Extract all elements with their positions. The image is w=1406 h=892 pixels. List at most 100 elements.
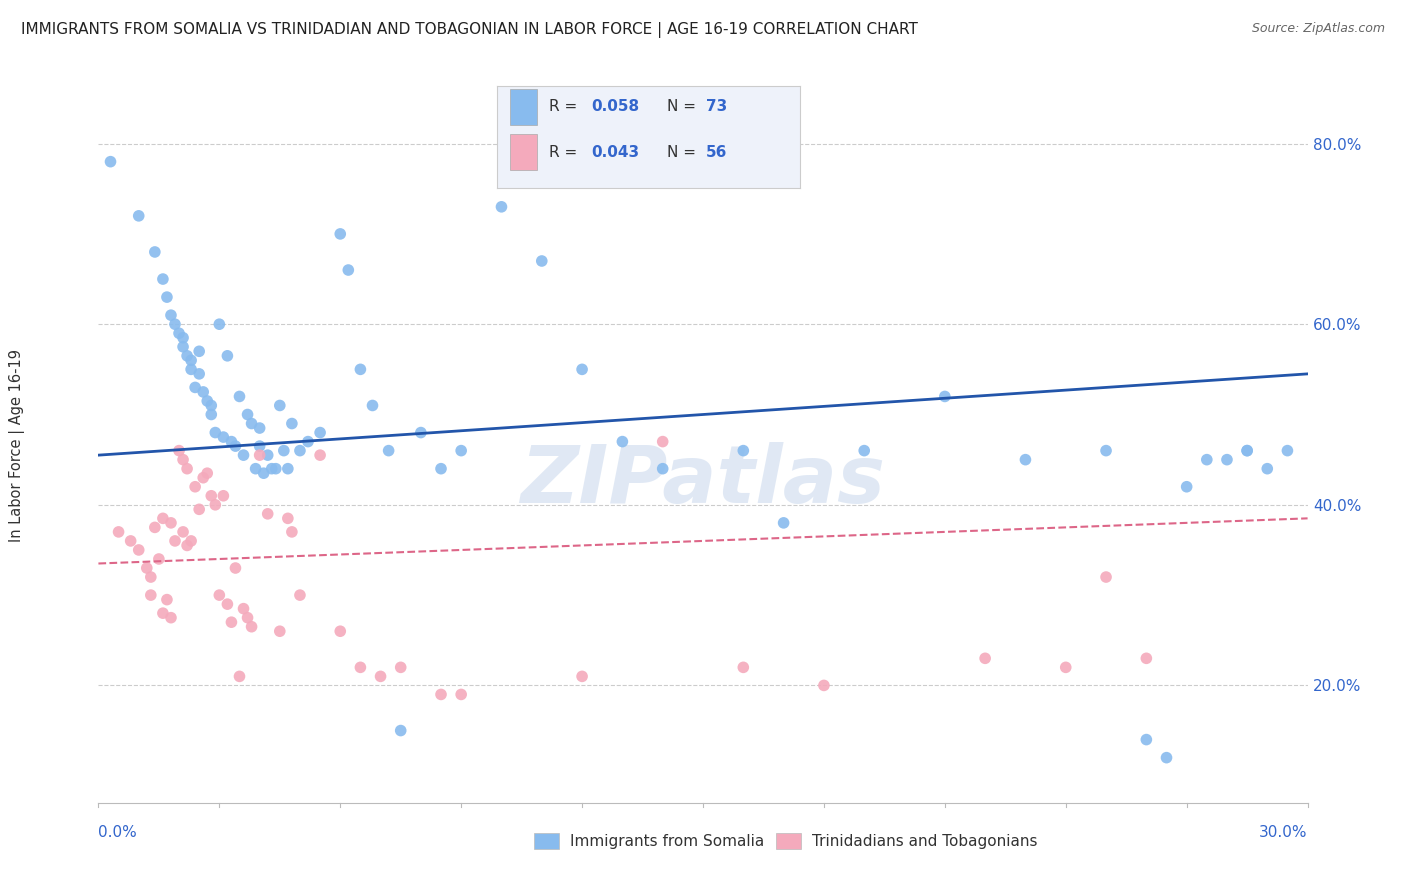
Point xyxy=(128,543,150,558)
Point xyxy=(389,723,412,738)
Point xyxy=(256,448,278,462)
Point xyxy=(1216,452,1239,467)
Point xyxy=(200,399,222,413)
Text: Immigrants from Somalia: Immigrants from Somalia xyxy=(571,834,765,848)
Point xyxy=(651,434,673,449)
Point xyxy=(172,340,194,354)
Point xyxy=(160,610,183,624)
Point xyxy=(143,244,166,259)
Point xyxy=(329,624,352,639)
Point xyxy=(1156,750,1178,764)
Point xyxy=(612,434,634,449)
Point xyxy=(733,443,755,458)
Point xyxy=(188,344,211,359)
Point xyxy=(288,443,311,458)
Point xyxy=(152,511,174,525)
Point xyxy=(180,353,202,368)
Point xyxy=(139,570,162,584)
Point xyxy=(180,533,202,548)
Point xyxy=(212,489,235,503)
Point xyxy=(1014,452,1036,467)
Point xyxy=(1054,660,1077,674)
Point xyxy=(200,408,222,422)
Point xyxy=(176,538,198,552)
Point xyxy=(264,461,287,475)
Point xyxy=(277,461,299,475)
Point xyxy=(163,317,186,331)
Point xyxy=(974,651,997,665)
Point xyxy=(160,308,183,322)
Point xyxy=(1236,443,1258,458)
Point xyxy=(100,154,122,169)
Point xyxy=(349,362,371,376)
Point xyxy=(245,461,267,475)
Point xyxy=(148,552,170,566)
Point xyxy=(1195,452,1218,467)
Text: Source: ZipAtlas.com: Source: ZipAtlas.com xyxy=(1251,22,1385,36)
Point xyxy=(288,588,311,602)
Text: IMMIGRANTS FROM SOMALIA VS TRINIDADIAN AND TOBAGONIAN IN LABOR FORCE | AGE 16-19: IMMIGRANTS FROM SOMALIA VS TRINIDADIAN A… xyxy=(21,22,918,38)
Point xyxy=(349,660,371,674)
Point xyxy=(221,615,243,630)
Point xyxy=(176,461,198,475)
Point xyxy=(1236,443,1258,458)
Text: R =: R = xyxy=(548,145,582,160)
Point xyxy=(277,511,299,525)
Point xyxy=(195,466,218,480)
Point xyxy=(224,561,246,575)
Point xyxy=(176,349,198,363)
Point xyxy=(224,439,246,453)
Point xyxy=(188,502,211,516)
Text: 30.0%: 30.0% xyxy=(1260,825,1308,840)
Point xyxy=(1135,651,1157,665)
Point xyxy=(297,434,319,449)
Point xyxy=(152,606,174,620)
Point xyxy=(195,394,218,409)
Point xyxy=(249,448,271,462)
Text: 56: 56 xyxy=(706,145,727,160)
Point xyxy=(232,601,254,615)
Point xyxy=(228,389,250,403)
Point xyxy=(249,421,271,435)
Point xyxy=(269,624,291,639)
Text: In Labor Force | Age 16-19: In Labor Force | Age 16-19 xyxy=(8,350,25,542)
Text: N =: N = xyxy=(666,145,700,160)
Point xyxy=(156,592,179,607)
Text: 73: 73 xyxy=(706,100,727,114)
Point xyxy=(256,507,278,521)
Point xyxy=(733,660,755,674)
Point xyxy=(430,688,453,702)
Point xyxy=(377,443,399,458)
Point xyxy=(253,466,276,480)
Point xyxy=(249,439,271,453)
FancyBboxPatch shape xyxy=(509,134,537,170)
Point xyxy=(212,430,235,444)
Point xyxy=(772,516,794,530)
Point xyxy=(184,480,207,494)
Point xyxy=(200,489,222,503)
Point xyxy=(1095,570,1118,584)
Point xyxy=(450,443,472,458)
Point xyxy=(188,367,211,381)
Text: 0.043: 0.043 xyxy=(591,145,640,160)
Text: 0.0%: 0.0% xyxy=(98,825,138,840)
Point xyxy=(409,425,432,440)
Point xyxy=(370,669,392,683)
Point xyxy=(530,254,553,268)
Point xyxy=(163,533,186,548)
Point xyxy=(571,669,593,683)
FancyBboxPatch shape xyxy=(509,89,537,125)
Point xyxy=(1277,443,1299,458)
Point xyxy=(128,209,150,223)
Point xyxy=(236,408,259,422)
Point xyxy=(571,362,593,376)
Point xyxy=(167,443,190,458)
Point xyxy=(221,434,243,449)
Text: Trinidadians and Tobagonians: Trinidadians and Tobagonians xyxy=(813,834,1038,848)
Point xyxy=(853,443,876,458)
Point xyxy=(232,448,254,462)
Point xyxy=(217,597,239,611)
Point xyxy=(337,263,360,277)
Point xyxy=(193,384,215,399)
Point xyxy=(430,461,453,475)
